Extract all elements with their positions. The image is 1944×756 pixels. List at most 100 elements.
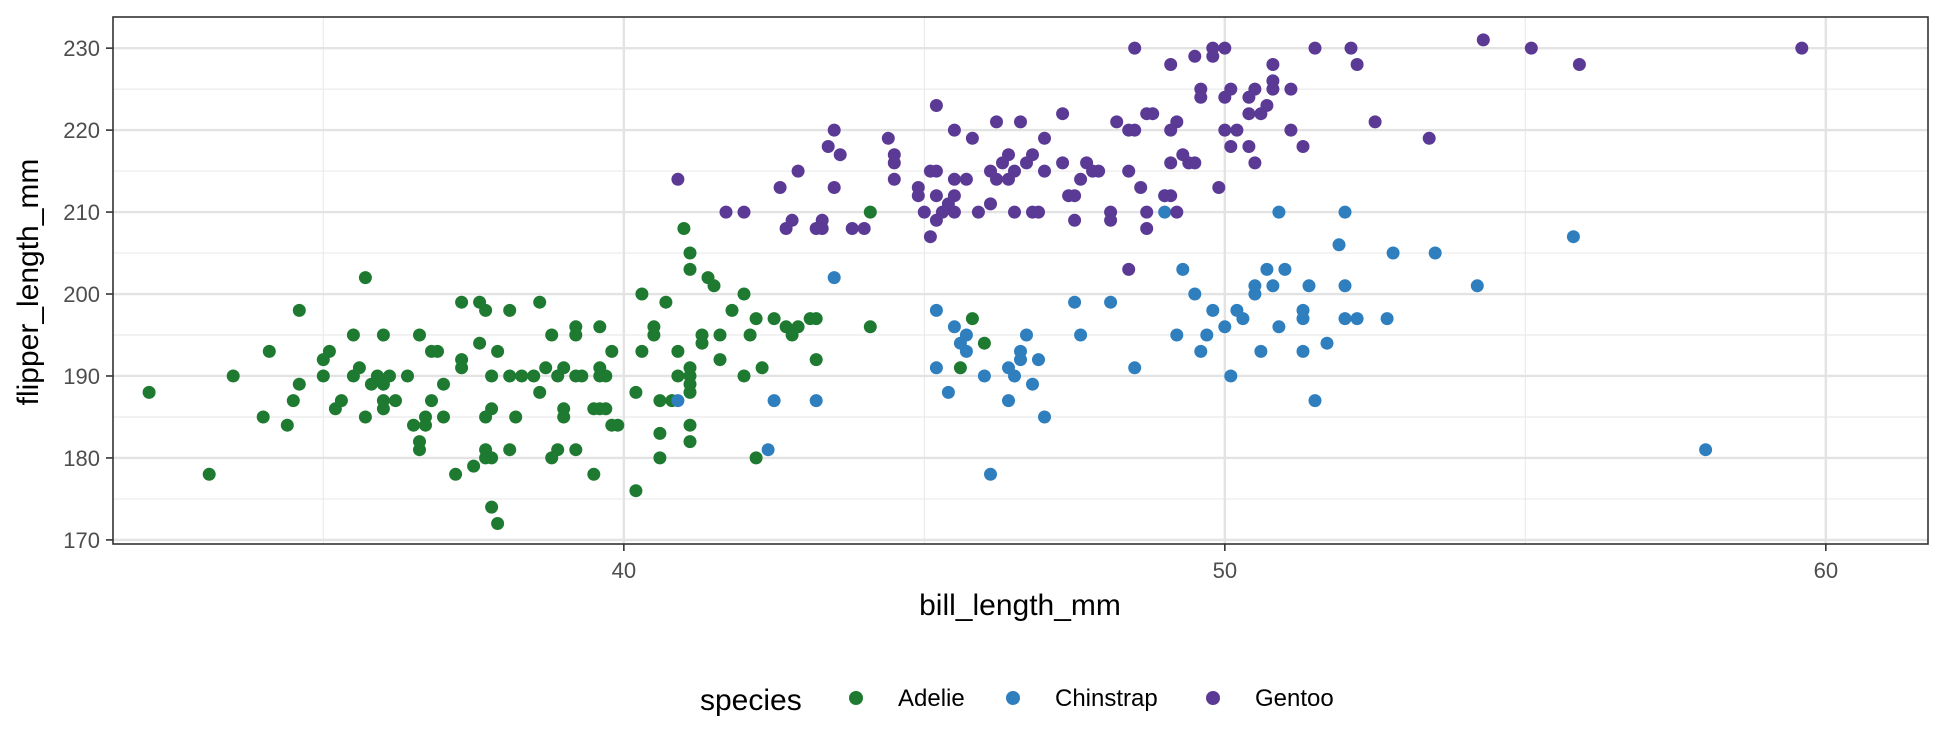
data-point bbox=[599, 369, 613, 383]
data-point bbox=[569, 443, 583, 457]
data-point bbox=[1242, 107, 1256, 121]
data-point bbox=[1128, 41, 1142, 55]
data-point bbox=[1056, 156, 1070, 170]
data-point bbox=[887, 148, 901, 162]
data-point bbox=[1140, 222, 1154, 235]
data-point bbox=[611, 418, 625, 432]
data-point bbox=[1026, 377, 1039, 391]
data-point bbox=[1350, 312, 1364, 326]
x-tick-label: 50 bbox=[1213, 558, 1237, 583]
data-point bbox=[280, 418, 294, 432]
data-point bbox=[1795, 41, 1809, 55]
data-point bbox=[431, 344, 444, 358]
data-point bbox=[1302, 279, 1316, 293]
data-point bbox=[677, 222, 691, 235]
data-point bbox=[713, 328, 727, 342]
data-point bbox=[1128, 123, 1142, 137]
data-point bbox=[929, 189, 943, 203]
data-point bbox=[947, 172, 961, 186]
y-tick-label: 180 bbox=[63, 446, 100, 471]
data-point bbox=[990, 115, 1003, 129]
data-point bbox=[1170, 115, 1184, 129]
data-point bbox=[1038, 131, 1051, 145]
data-point bbox=[1068, 189, 1082, 203]
data-point bbox=[1284, 82, 1298, 96]
data-point bbox=[1296, 140, 1310, 153]
data-point bbox=[1278, 262, 1292, 276]
data-point bbox=[485, 369, 499, 383]
data-point bbox=[791, 320, 805, 334]
data-point bbox=[749, 312, 763, 326]
data-point bbox=[1128, 361, 1142, 375]
data-point bbox=[1104, 213, 1118, 227]
data-point bbox=[671, 369, 685, 383]
data-point bbox=[425, 394, 438, 408]
data-point bbox=[857, 222, 871, 235]
plot-border bbox=[112, 16, 1929, 545]
legend-title: species bbox=[700, 684, 802, 717]
data-point bbox=[1566, 230, 1580, 244]
data-point bbox=[1320, 336, 1334, 350]
data-point bbox=[346, 328, 360, 342]
data-point bbox=[503, 303, 517, 317]
x-axis: 40 50 60 bbox=[612, 544, 1838, 583]
data-point bbox=[539, 361, 553, 375]
data-point bbox=[863, 320, 877, 334]
data-point bbox=[629, 385, 643, 399]
data-point bbox=[761, 443, 775, 457]
data-point bbox=[352, 361, 366, 375]
data-point bbox=[1092, 164, 1106, 178]
data-point bbox=[1206, 41, 1220, 55]
data-point bbox=[142, 385, 156, 399]
data-point bbox=[984, 467, 997, 481]
series-gentoo bbox=[671, 33, 1809, 276]
data-point bbox=[1218, 123, 1232, 137]
data-point bbox=[1254, 344, 1268, 358]
data-point bbox=[455, 295, 469, 309]
data-point bbox=[719, 205, 733, 219]
data-point bbox=[701, 271, 715, 285]
data-point bbox=[262, 344, 276, 358]
data-point bbox=[1110, 115, 1124, 129]
data-point bbox=[1470, 279, 1484, 293]
data-point bbox=[292, 303, 306, 317]
data-point bbox=[1170, 205, 1184, 219]
data-point bbox=[737, 205, 751, 219]
data-point bbox=[358, 410, 372, 424]
data-point bbox=[1242, 140, 1256, 153]
data-point bbox=[1200, 328, 1214, 342]
data-point bbox=[437, 377, 450, 391]
data-point bbox=[941, 385, 955, 399]
data-point bbox=[1260, 262, 1274, 276]
data-point bbox=[1188, 49, 1202, 63]
data-point bbox=[226, 369, 240, 383]
data-point bbox=[1338, 312, 1352, 326]
data-point bbox=[551, 443, 565, 457]
data-point bbox=[376, 394, 390, 408]
data-point bbox=[599, 402, 613, 416]
data-point bbox=[593, 320, 607, 334]
data-point bbox=[605, 344, 619, 358]
data-point bbox=[743, 328, 757, 342]
data-point bbox=[1296, 303, 1310, 317]
data-point bbox=[1380, 312, 1394, 326]
data-point bbox=[809, 353, 823, 367]
data-point bbox=[713, 353, 727, 367]
y-tick-label: 220 bbox=[63, 118, 100, 143]
data-point bbox=[1020, 328, 1033, 342]
data-point bbox=[990, 172, 1003, 186]
data-point bbox=[1284, 123, 1298, 137]
data-point bbox=[827, 271, 841, 285]
data-point bbox=[953, 361, 967, 375]
data-point bbox=[635, 287, 649, 301]
legend: species Adelie Chinstrap Gentoo bbox=[700, 684, 1334, 717]
data-point bbox=[286, 394, 300, 408]
data-point bbox=[376, 328, 390, 342]
y-axis: 170 180 190 200 210 220 230 bbox=[63, 36, 113, 553]
data-point bbox=[1008, 369, 1021, 383]
data-point bbox=[401, 369, 414, 383]
data-point bbox=[485, 451, 499, 465]
data-point bbox=[413, 435, 426, 449]
data-point bbox=[1164, 189, 1178, 203]
